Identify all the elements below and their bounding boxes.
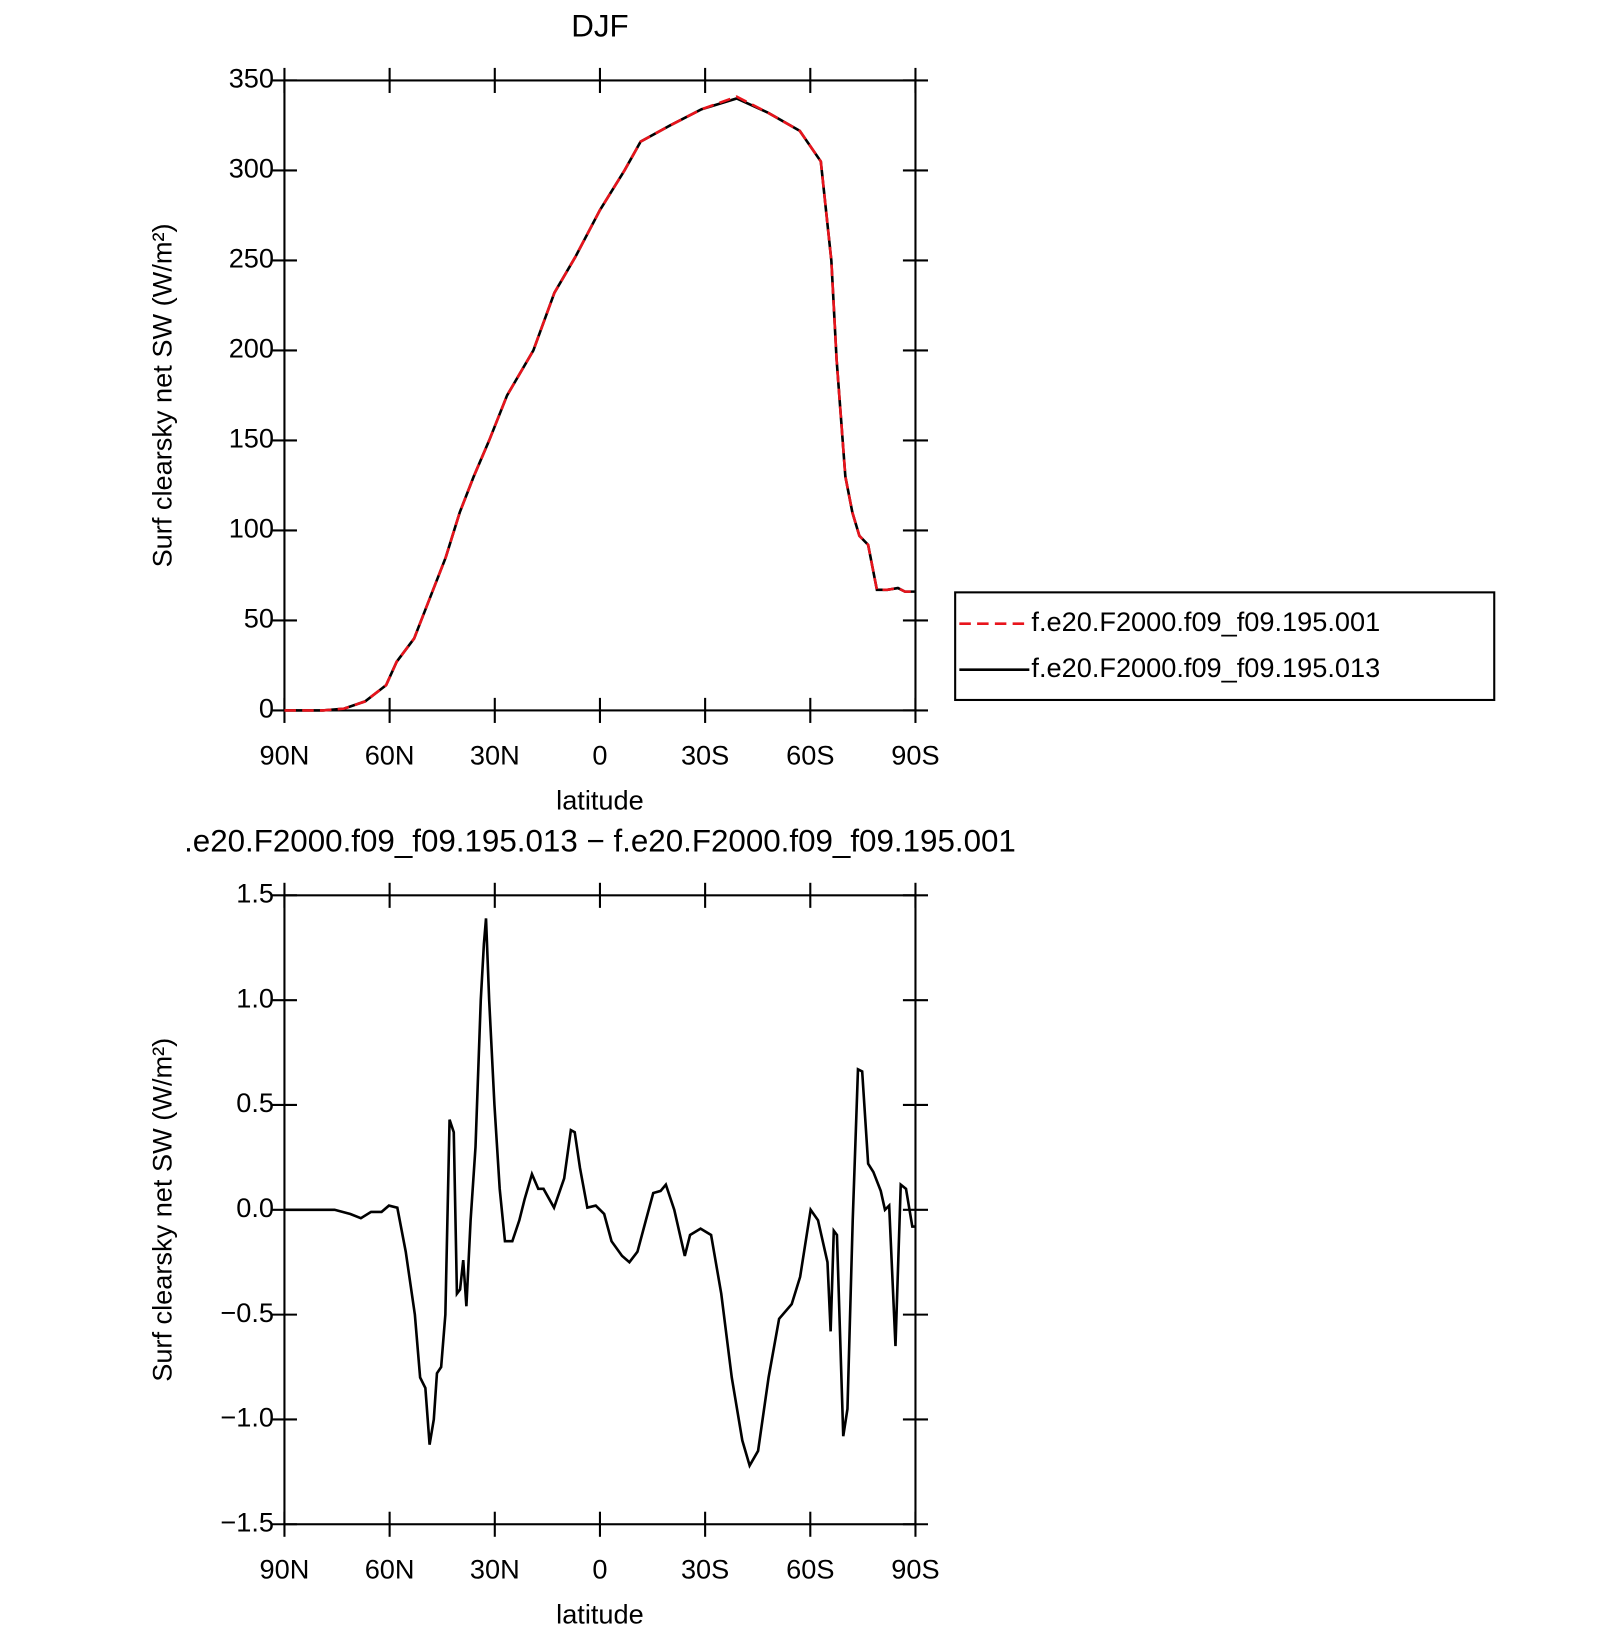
y-tick-label: −0.5 xyxy=(220,1297,274,1328)
x-axis-label: latitude xyxy=(556,1598,644,1629)
data-line xyxy=(284,97,916,712)
x-tick-label: 90S xyxy=(891,1553,939,1584)
y-tick-label: 300 xyxy=(229,153,274,184)
y-tick-label: 1.0 xyxy=(236,982,274,1013)
y-tick-label: 350 xyxy=(229,63,274,94)
y-tick-label: 0.5 xyxy=(236,1087,274,1118)
x-tick-label: 30S xyxy=(681,740,729,771)
y-tick-label: 50 xyxy=(244,603,274,634)
x-tick-label: 90S xyxy=(891,740,939,771)
y-tick-label: 1.5 xyxy=(236,878,274,909)
x-tick-label: 30S xyxy=(681,1553,729,1584)
y-tick-label: −1.0 xyxy=(220,1402,274,1433)
x-tick-label: 90N xyxy=(260,1553,310,1584)
y-tick-label: 0 xyxy=(259,693,274,724)
legend-box xyxy=(954,591,1496,702)
y-axis-label: Surf clearsky net SW (W/m²) xyxy=(146,223,177,567)
x-tick-label: 0 xyxy=(592,740,607,771)
chart-title: .e20.F2000.f09_f09.195.013 − f.e20.F2000… xyxy=(184,823,1016,858)
data-line xyxy=(284,918,916,1469)
x-tick-label: 0 xyxy=(592,1553,607,1584)
y-tick-label: 0.0 xyxy=(236,1192,274,1223)
x-tick-label: 30N xyxy=(470,740,520,771)
y-tick-label: −1.5 xyxy=(220,1506,274,1537)
legend-label: f.e20.F2000.f09_f09.195.013 xyxy=(1031,652,1380,683)
x-tick-label: 60N xyxy=(365,740,415,771)
chart-title: DJF xyxy=(571,8,628,43)
plot-frame xyxy=(283,79,917,712)
legend-label: f.e20.F2000.f09_f09.195.001 xyxy=(1031,606,1380,637)
y-axis-label: Surf clearsky net SW (W/m²) xyxy=(146,1038,177,1382)
x-tick-label: 90N xyxy=(260,740,310,771)
y-tick-label: 150 xyxy=(229,423,274,454)
y-tick-label: 200 xyxy=(229,333,274,364)
x-tick-label: 30N xyxy=(470,1553,520,1584)
y-tick-label: 250 xyxy=(229,243,274,274)
y-tick-label: 100 xyxy=(229,513,274,544)
x-axis-label: latitude xyxy=(556,785,644,816)
x-tick-label: 60S xyxy=(786,1553,834,1584)
x-tick-label: 60N xyxy=(365,1553,415,1584)
data-line xyxy=(284,95,916,712)
x-tick-label: 60S xyxy=(786,740,834,771)
